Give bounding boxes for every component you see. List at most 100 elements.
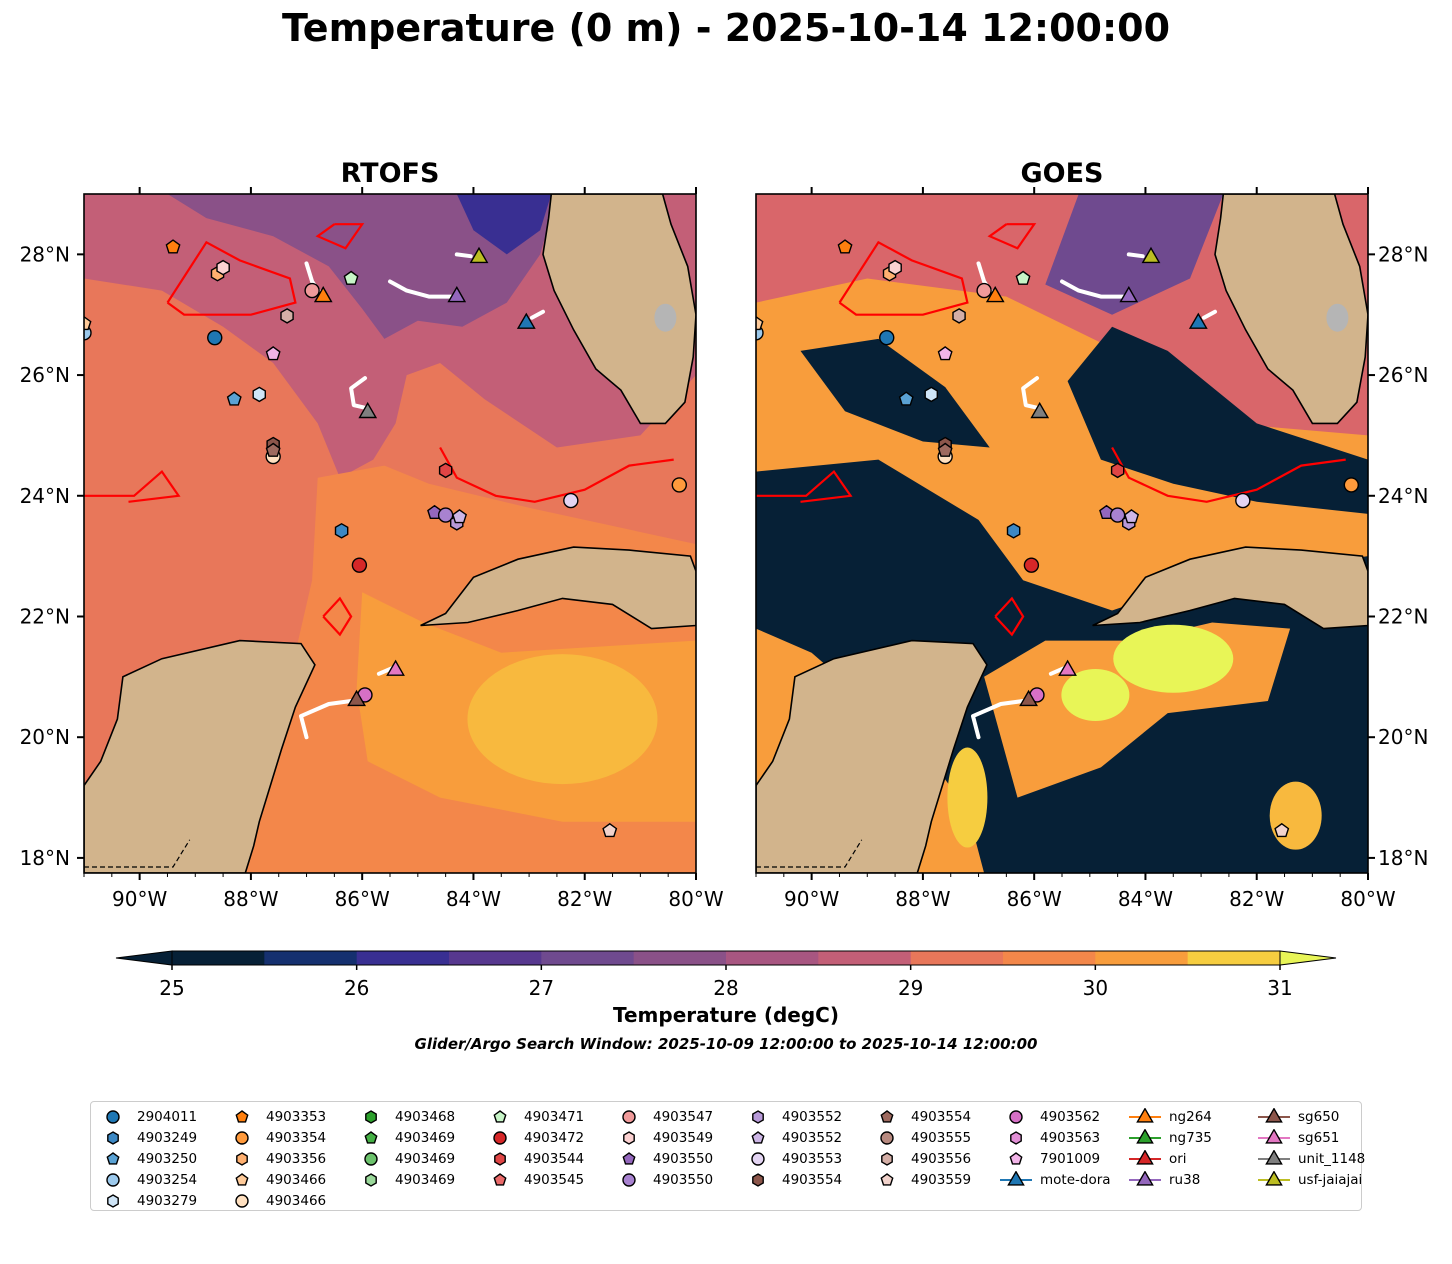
- map-marker-4903550: [1099, 504, 1115, 519]
- legend-circle-icon: [493, 1130, 507, 1145]
- map-marker-4903471: [343, 270, 359, 285]
- legend-marker-hexagon-icon: [365, 1172, 377, 1187]
- map-marker-4903549: [888, 259, 902, 276]
- legend-marker-pentagon-icon: [751, 1130, 765, 1144]
- legend-item: 7901009: [998, 1148, 1111, 1169]
- glider-track-sg650: [299, 699, 354, 740]
- legend-item: 4903554: [869, 1106, 971, 1127]
- lon-tick-label: 82°W: [557, 887, 612, 911]
- map-marker-4903552: [1124, 509, 1140, 524]
- legend-label: 4903254: [137, 1171, 198, 1188]
- glider-track-usf-jaiajai: [1126, 252, 1145, 259]
- legend-label: 4903468: [395, 1108, 456, 1125]
- legend-marker-circle-icon: [622, 1109, 636, 1124]
- map-marker-unit_1148: [358, 401, 378, 419]
- colorbar-segment: [910, 951, 1004, 965]
- legend-hexagon-icon: [107, 1130, 119, 1145]
- legend-column: sg650 sg651 unit_1148 usf-jaiajai: [1256, 1106, 1365, 1190]
- legend-item: 4903545: [482, 1169, 584, 1190]
- colorbar-segment: [356, 951, 450, 965]
- map-marker-4903553: [1235, 492, 1251, 509]
- panel-title-goes: GOES: [1020, 158, 1104, 189]
- legend-label: 4903466: [266, 1192, 327, 1209]
- lat-tick-label: 20°N: [1378, 725, 1428, 749]
- lon-tick-label: 86°W: [1007, 887, 1062, 911]
- map-marker-4903466: [84, 315, 92, 331]
- legend-circle-icon: [1009, 1109, 1023, 1124]
- map-marker-4903353: [165, 239, 181, 254]
- lon-tick-label: 80°W: [1340, 887, 1395, 911]
- map-marker-ng264: [985, 285, 1005, 303]
- legend-marker-pentagon-icon: [235, 1109, 249, 1123]
- lon-tick-label: 86°W: [335, 887, 390, 911]
- map-marker-usf-jaiajai: [1141, 246, 1161, 264]
- legend-pentagon-icon: [880, 1172, 894, 1186]
- legend-pentagon-icon: [622, 1151, 636, 1165]
- map-marker-4903353: [837, 239, 853, 254]
- legend-marker-pentagon-icon: [880, 1109, 894, 1123]
- legend-circle-icon: [622, 1172, 636, 1187]
- legend-item: 4903249: [95, 1127, 197, 1148]
- legend-hexagon-icon: [365, 1172, 377, 1187]
- map-marker-unit_1148: [1030, 401, 1050, 419]
- legend-item: 4903563: [998, 1127, 1111, 1148]
- map-marker-4903472: [351, 557, 368, 573]
- lat-tick-label: 18°N: [1378, 846, 1428, 870]
- legend-item: 4903547: [611, 1106, 713, 1127]
- panel-title-rtofs: RTOFS: [340, 158, 440, 189]
- legend-label: 4903556: [911, 1150, 972, 1167]
- legend-circle-icon: [622, 1109, 636, 1124]
- legend-label: 4903563: [1040, 1129, 1101, 1146]
- cuba-land: [420, 546, 696, 630]
- colorbar-title: Temperature (degC): [613, 1003, 839, 1027]
- map-marker-mote-dora: [516, 312, 536, 329]
- legend-hexagon-icon: [752, 1109, 764, 1124]
- map-marker-4903466: [756, 315, 764, 331]
- legend-triangle-icon: [1265, 1149, 1283, 1165]
- colorbar-segment: [1003, 951, 1096, 965]
- map-figure: 90°W 88°W 86°W 84°W 82°W 80°W 28°N 26°N 24°N 22°N…: [20, 187, 1428, 1000]
- map-marker-usf-jaiajai: [469, 246, 489, 264]
- legend-pentagon-icon: [1009, 1151, 1023, 1165]
- legend-triangle-icon: [1136, 1170, 1154, 1186]
- florida-land: [1214, 194, 1368, 425]
- legend-item: 2904011: [95, 1106, 197, 1127]
- legend-item: 4903254: [95, 1169, 197, 1190]
- legend-marker-triangle-icon: [1129, 1128, 1161, 1144]
- legend-column: 4903468 4903469 4903469 4903469: [353, 1106, 455, 1190]
- colorbar-segment: [541, 951, 635, 965]
- map-marker-4903547: [304, 282, 320, 299]
- legend-column: 4903547 4903549 4903550 4903550: [611, 1106, 713, 1190]
- lat-tick-label: 28°N: [20, 242, 70, 266]
- map-marker-sg650: [347, 689, 367, 707]
- lon-tick-label: 90°W: [784, 887, 839, 911]
- legend-label: 4903472: [524, 1129, 585, 1146]
- map-marker-7901009: [265, 346, 281, 361]
- legend-marker-pentagon-icon: [1009, 1151, 1023, 1165]
- figure-title: Temperature (0 m) - 2025-10-14 12:00:00: [281, 6, 1171, 50]
- glider-track-sg650: [971, 699, 1026, 740]
- legend-marker-pentagon-icon: [364, 1130, 378, 1144]
- legend-label: 4903544: [524, 1150, 585, 1167]
- legend-marker-triangle-icon: [1129, 1107, 1161, 1123]
- map-marker-4903556: [280, 308, 294, 324]
- legend-item: 4903544: [482, 1148, 584, 1169]
- legend-marker-circle-icon: [364, 1151, 378, 1166]
- legend-hexagon-icon: [881, 1151, 893, 1166]
- lat-tick-label: 20°N: [20, 725, 70, 749]
- legend-marker-triangle-icon: [1258, 1149, 1290, 1165]
- map-marker-4903249: [334, 522, 349, 539]
- legend-marker-triangle-icon: [1129, 1170, 1161, 1186]
- legend-marker-hexagon-icon: [107, 1130, 119, 1145]
- legend-item: 4903354: [224, 1127, 326, 1148]
- lat-tick-label: 26°N: [20, 363, 70, 387]
- legend-triangle-icon: [1265, 1107, 1283, 1123]
- legend-item: 4903550: [611, 1148, 713, 1169]
- map-marker-4903550: [427, 504, 443, 519]
- colorbar-segment: [633, 951, 727, 965]
- lon-tick-label: 80°W: [668, 887, 723, 911]
- legend-circle-icon: [235, 1193, 249, 1208]
- map-marker-mote-dora: [1188, 312, 1208, 329]
- legend-item: mote-dora: [998, 1169, 1111, 1190]
- map-marker-ru38: [1119, 285, 1139, 303]
